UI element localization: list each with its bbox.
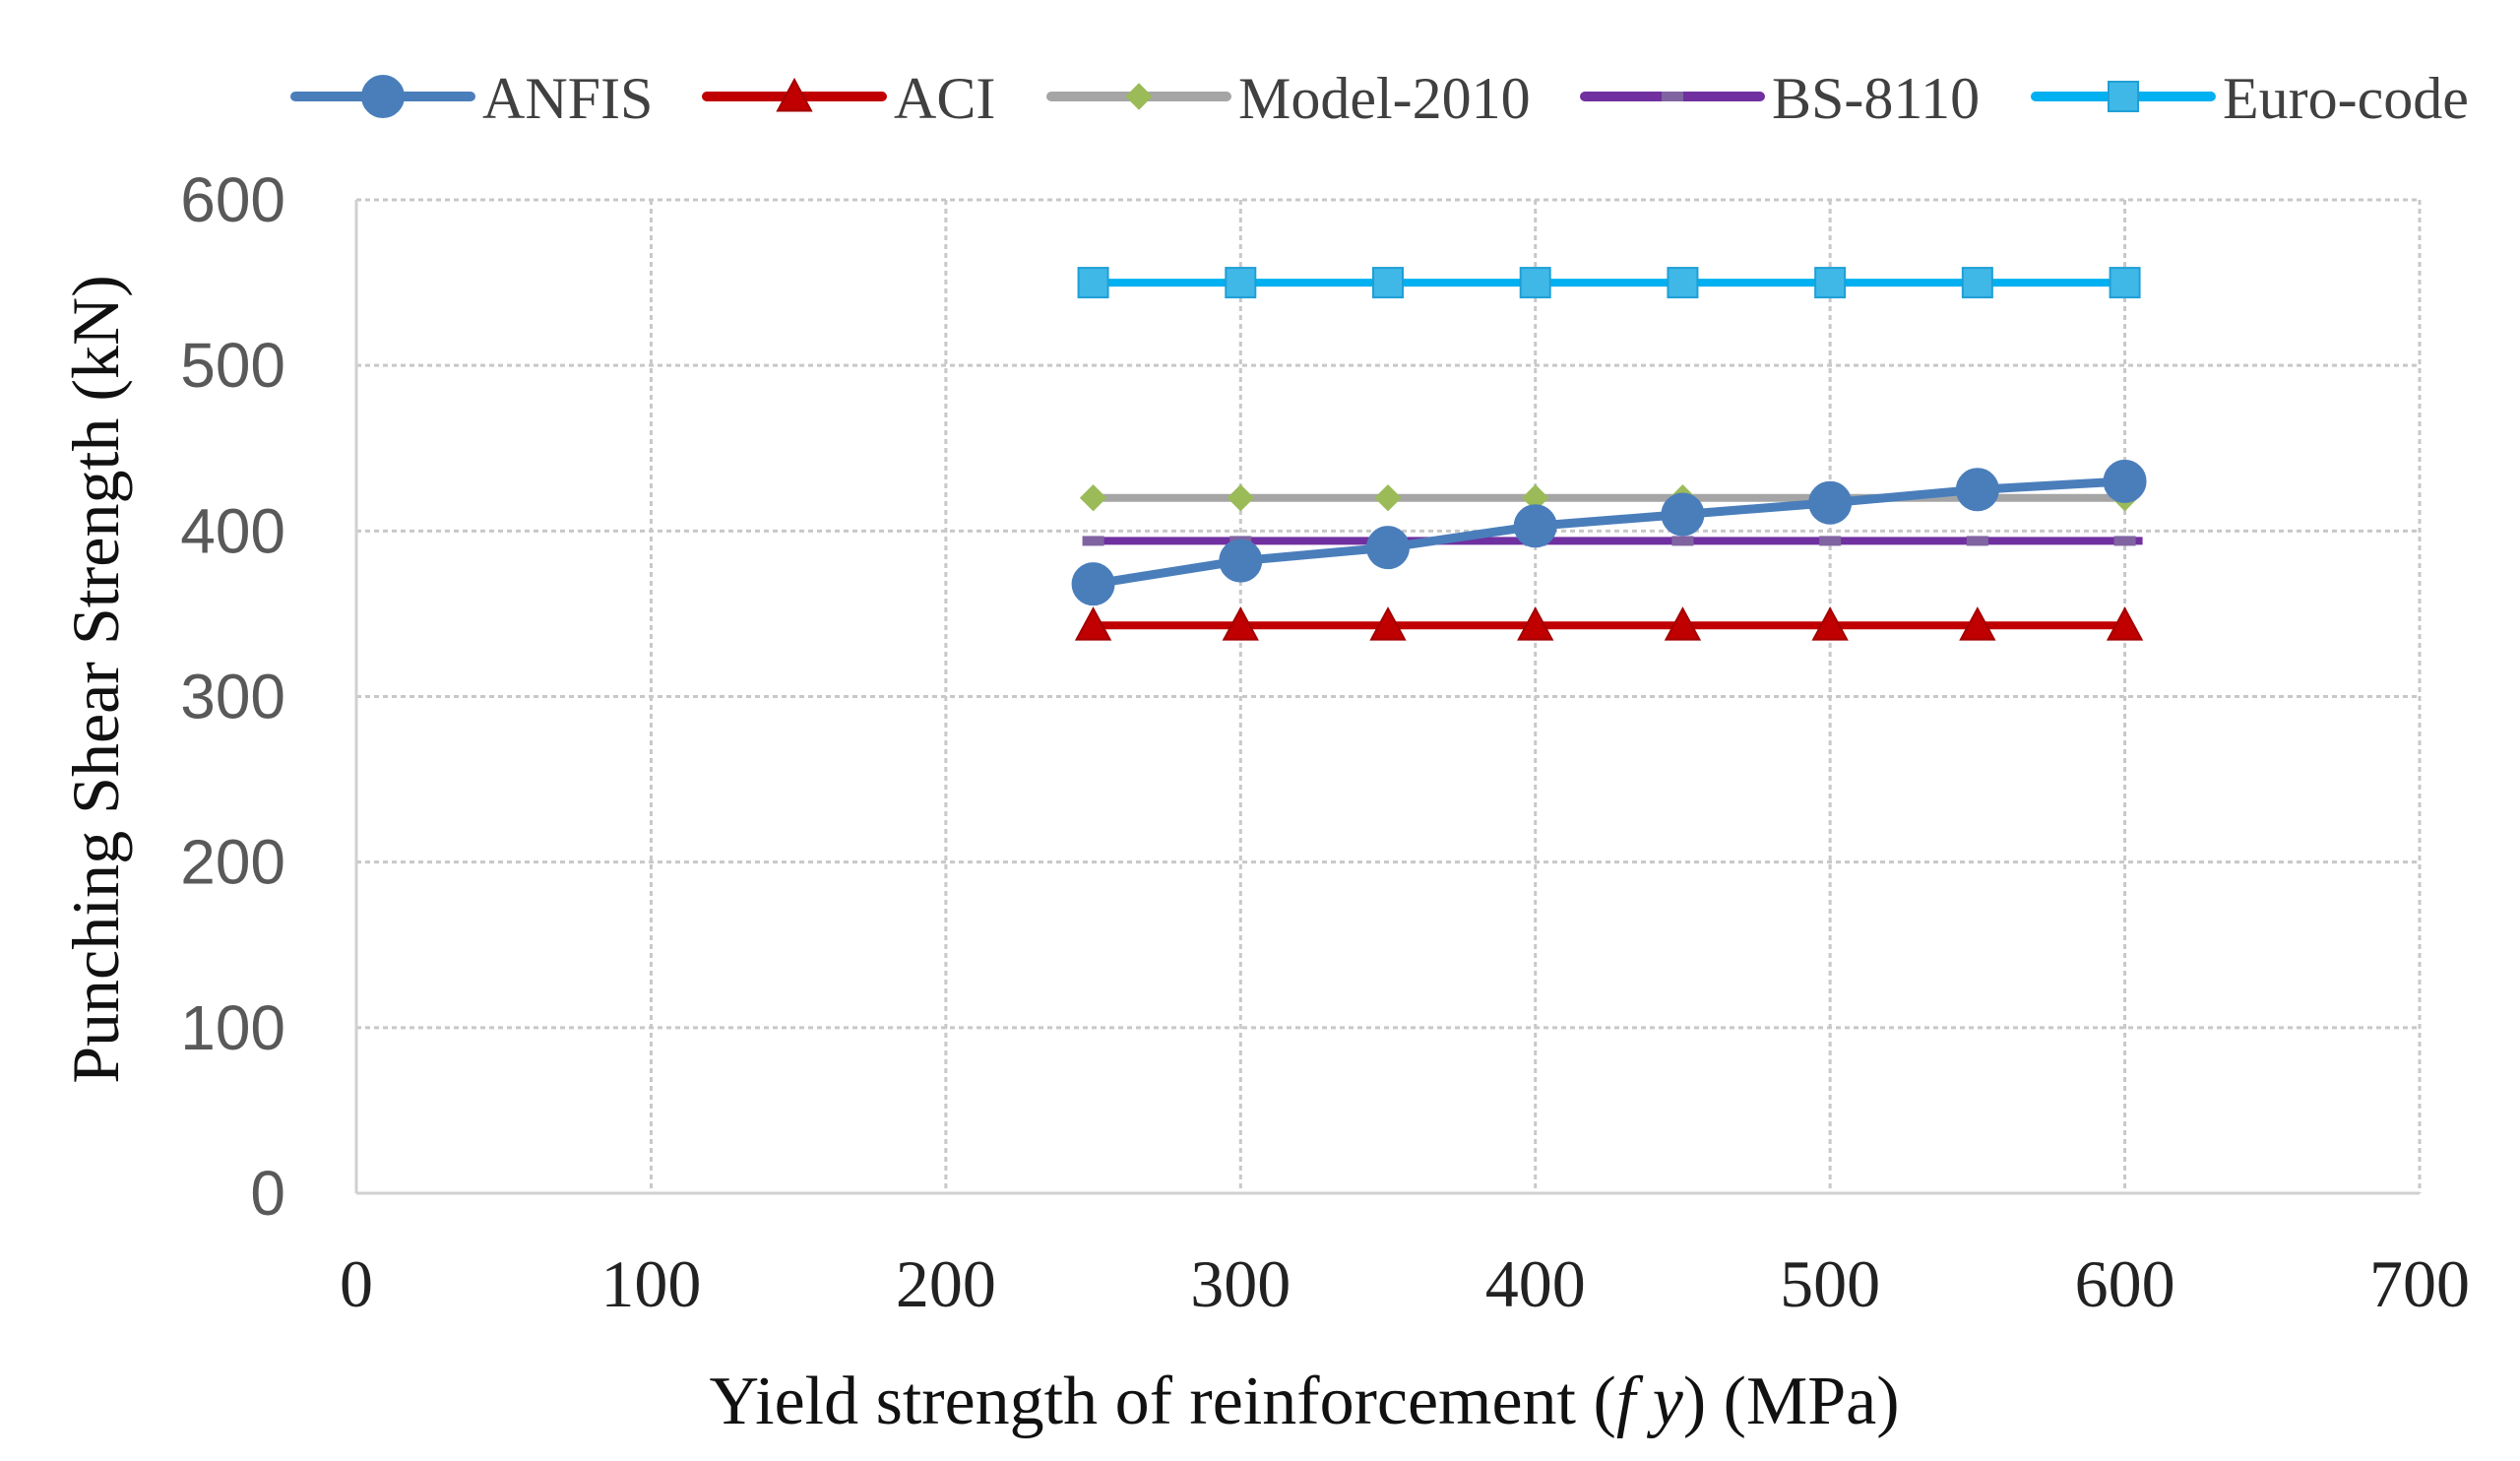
y-tick-label: 100 [180,992,285,1063]
legend-label-bs-8110: BS-8110 [1772,66,1980,131]
legend: ANFIS ACI Model-2010 BS-8110 Euro-code [290,66,2469,131]
data-point-model-2010 [1227,483,1254,512]
legend-marker-model-2010 [1125,83,1153,110]
data-point-euro-code [1814,267,1847,299]
x-axis-title-pre: Yield strength of reinforcement ( [709,1364,1615,1439]
data-point-bs-8110 [1966,536,1988,546]
legend-item-aci: ACI [702,66,995,131]
legend-label-aci: ACI [894,66,995,131]
grid [356,198,2422,1193]
data-point-anfis [2103,459,2147,503]
y-axis-title: Punching Shear Strength (kN) [58,275,133,1084]
legend-item-bs-8110: BS-8110 [1580,66,1980,131]
data-point-model-2010 [1079,483,1107,512]
data-point-aci [1517,606,1554,641]
data-point-euro-code [1225,267,1257,299]
y-tick-label: 400 [180,495,285,566]
legend-marker-anfis [361,75,405,118]
x-tick-label: 400 [1485,1246,1586,1321]
series-euro-code [1077,267,2141,299]
data-point-aci [1369,606,1407,641]
data-point-anfis [1219,539,1263,583]
x-axis-title-var: f y [1616,1364,1684,1439]
data-point-anfis [1808,480,1853,525]
data-point-euro-code [2109,267,2141,299]
y-tick-label: 200 [180,827,285,898]
data-point-bs-8110 [1671,536,1694,546]
x-tick-label: 100 [600,1246,701,1321]
x-axis-title-post: ) (MPa) [1683,1364,1900,1439]
data-point-euro-code [1372,267,1404,299]
x-tick-label: 600 [2075,1246,2175,1321]
legend-label-anfis: ANFIS [482,66,653,131]
data-point-euro-code [1077,267,1109,299]
x-tick-label: 200 [896,1246,996,1321]
data-point-euro-code [1961,267,1993,299]
data-point-anfis [1366,526,1410,570]
data-point-bs-8110 [1082,536,1104,546]
data-point-bs-8110 [1819,536,1842,546]
legend-item-anfis: ANFIS [290,66,653,131]
data-point-aci [1074,606,1112,641]
axes: 0 100 200 300 400 500 600 700 0 100 200 300 400 500 60… [180,164,2470,1321]
y-tick-label: 0 [250,1158,285,1229]
data-point-euro-code [1519,267,1551,299]
data-point-model-2010 [1374,483,1402,512]
x-axis-title: Yield strength of reinforcement (f y) (M… [709,1364,1899,1439]
series-anfis [1071,459,2147,606]
data-point-aci [1664,606,1702,641]
series-aci [1074,606,2144,641]
data-point-anfis [1513,504,1557,548]
y-tick-label: 500 [180,330,285,401]
data-point-euro-code [1667,267,1699,299]
y-tick-label: 600 [180,164,285,235]
data-point-anfis [1955,468,1999,512]
legend-label-model-2010: Model-2010 [1238,66,1531,131]
data-point-aci [1959,606,1996,641]
x-tick-label: 700 [2369,1246,2470,1321]
legend-marker-bs-8110 [1662,92,1683,101]
x-tick-label: 0 [340,1246,373,1321]
legend-marker-aci [776,77,813,112]
legend-marker-euro-code [2108,81,2139,112]
plot-area [1071,267,2147,641]
y-tick-label: 300 [180,662,285,732]
x-tick-label: 300 [1190,1246,1291,1321]
legend-label-euro-code: Euro-code [2223,66,2469,131]
legend-item-model-2010: Model-2010 [1046,66,1531,131]
data-point-aci [1811,606,1849,641]
data-point-anfis [1661,492,1705,537]
data-point-anfis [1071,562,1115,606]
data-point-aci [1222,606,1259,641]
data-point-bs-8110 [2113,536,2136,546]
legend-item-euro-code: Euro-code [2031,66,2469,131]
data-point-aci [2106,606,2144,641]
series-line-anfis [1092,476,2125,589]
x-tick-label: 500 [1780,1246,1880,1321]
